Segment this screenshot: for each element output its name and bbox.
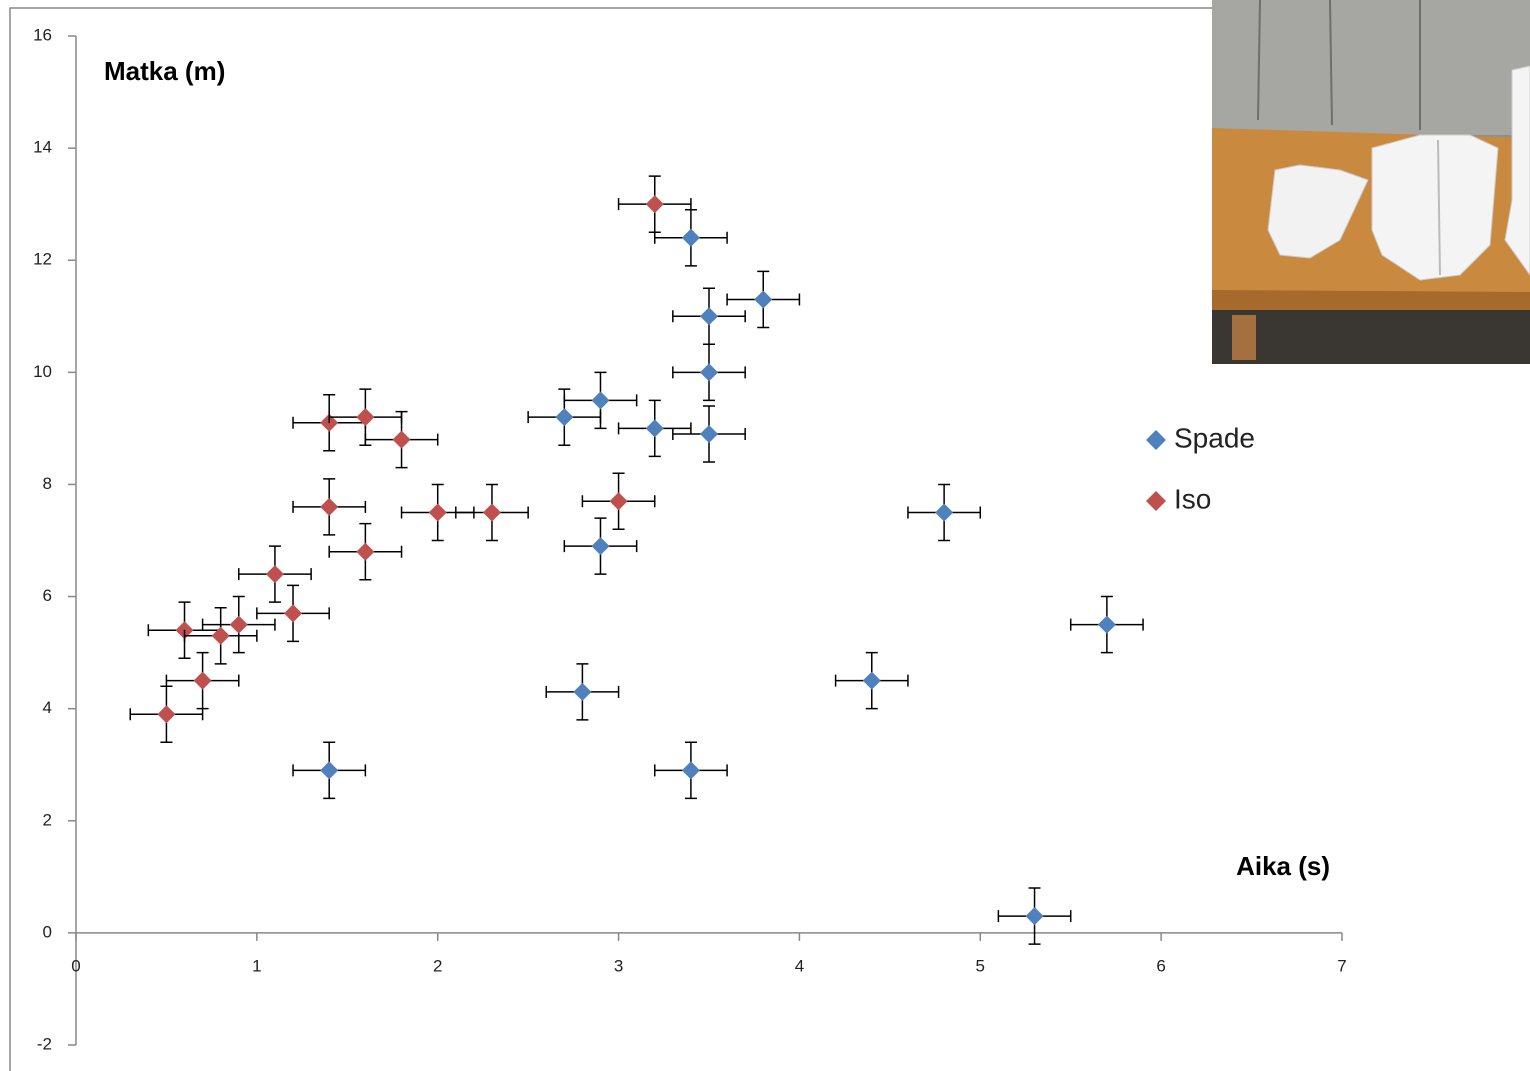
x-tick-label: 2 bbox=[433, 956, 442, 975]
y-tick-label: 2 bbox=[43, 810, 52, 829]
y-tick-label: 16 bbox=[33, 25, 52, 44]
x-tick-label: 1 bbox=[252, 956, 261, 975]
photo bbox=[1212, 0, 1530, 364]
y-tick-label: 12 bbox=[33, 250, 52, 269]
x-tick-label: 5 bbox=[976, 956, 985, 975]
y-tick-label: 8 bbox=[43, 474, 52, 493]
x-tick-label: 0 bbox=[71, 956, 80, 975]
x-tick-label: 4 bbox=[795, 956, 804, 975]
y-tick-label: 6 bbox=[43, 586, 52, 605]
chart: Matka (m) Aika (s) -20246810121416012345… bbox=[0, 0, 1530, 1071]
x-tick-label: 3 bbox=[614, 956, 623, 975]
y-tick-label: 4 bbox=[43, 698, 52, 717]
x-axis-title: Aika (s) bbox=[1236, 851, 1330, 881]
x-tick-label: 7 bbox=[1337, 956, 1346, 975]
y-tick-label: 14 bbox=[33, 138, 52, 157]
y-tick-label: 0 bbox=[43, 922, 52, 941]
y-tick-label: 10 bbox=[33, 362, 52, 381]
y-axis-title: Matka (m) bbox=[104, 56, 225, 86]
y-tick-label: -2 bbox=[37, 1034, 52, 1053]
legend-label: Spade bbox=[1174, 422, 1255, 453]
legend-label: Iso bbox=[1174, 483, 1211, 514]
page: {"chart_data": {"type": "scatter", "y_la… bbox=[0, 0, 1530, 1071]
x-tick-label: 6 bbox=[1156, 956, 1165, 975]
